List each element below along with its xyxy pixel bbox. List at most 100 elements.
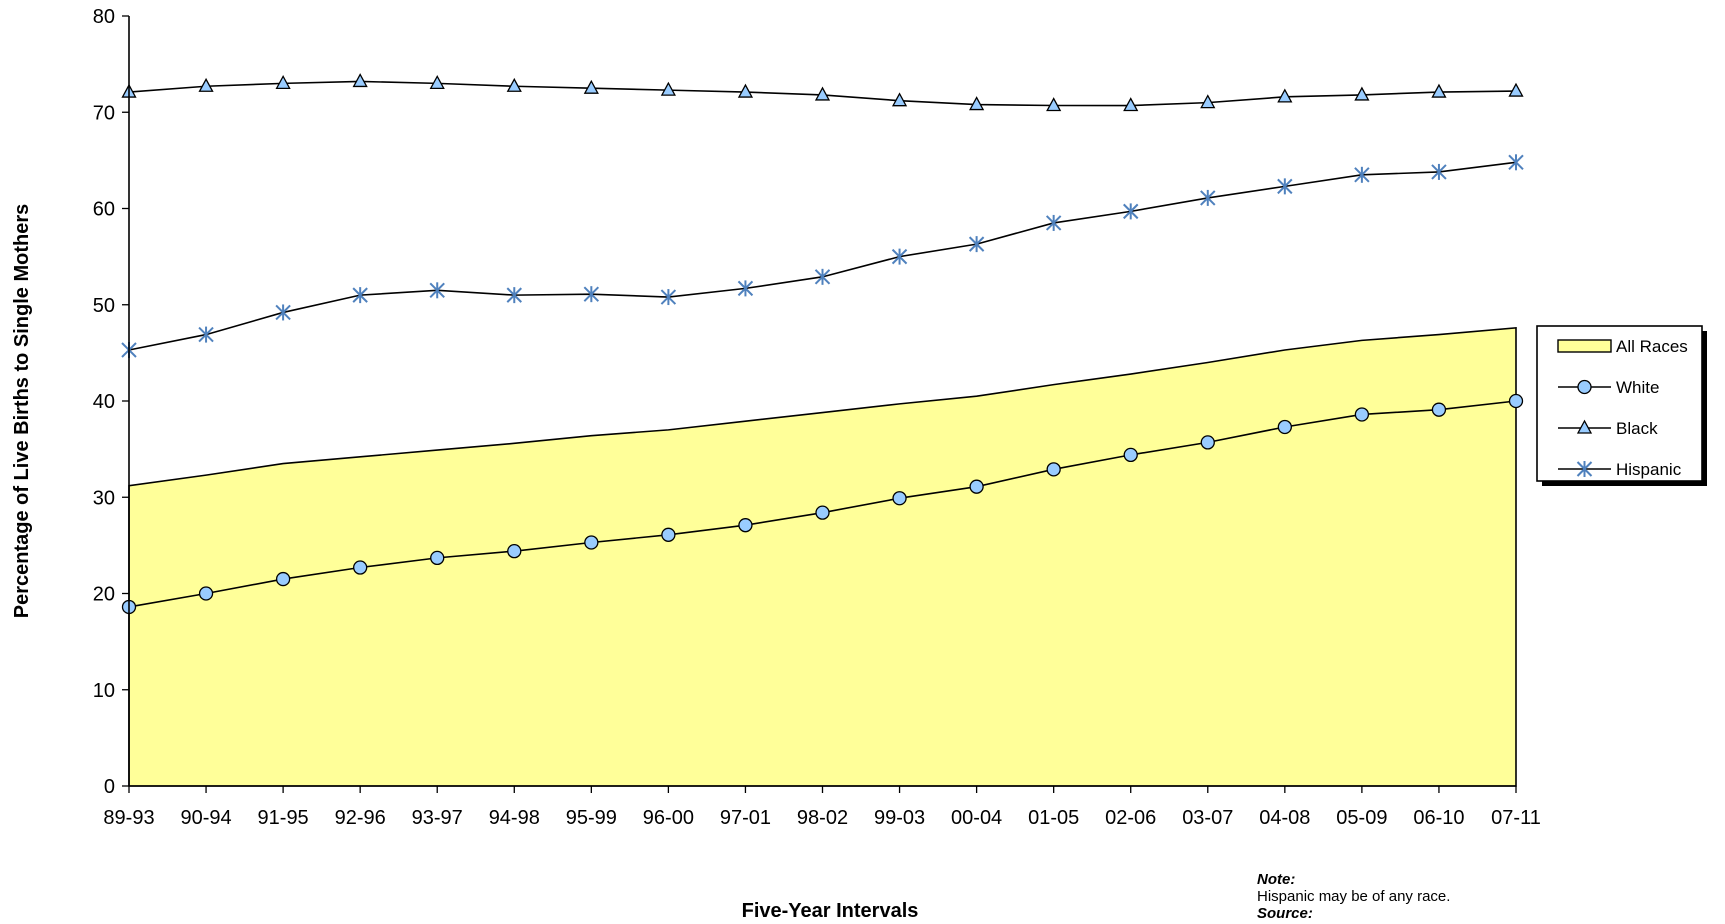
y-tick-label: 50 xyxy=(93,295,115,317)
y-tick-label: 0 xyxy=(104,776,115,798)
white-point xyxy=(1123,447,1138,463)
white-point xyxy=(1508,393,1524,409)
white-point xyxy=(198,586,214,601)
x-tick-label: 92-96 xyxy=(335,807,386,829)
black-point xyxy=(275,75,291,90)
black-point xyxy=(583,79,599,94)
black-point xyxy=(737,83,754,98)
axes: 0 10 20 30 40 50 60 70 80 89-93 90-94 91-95 92-96 93-… xyxy=(93,6,1541,829)
legend-label-hispanic: Hispanic xyxy=(1616,460,1682,479)
hispanic-point xyxy=(198,326,214,343)
hispanic-point xyxy=(891,248,908,265)
y-tick-label: 10 xyxy=(93,680,115,702)
y-tick-label: 70 xyxy=(93,102,115,124)
x-tick-label: 90-94 xyxy=(180,807,231,829)
hispanic-point xyxy=(660,289,677,306)
legend-marker-hispanic xyxy=(1576,461,1593,477)
note-block: Note: Hispanic may be of any race. Sourc… xyxy=(1257,871,1450,922)
hispanic-point xyxy=(506,287,522,304)
black-point xyxy=(1354,86,1370,101)
source-label: Source: xyxy=(1257,905,1313,922)
legend-swatch-all-races xyxy=(1557,339,1612,353)
black-point xyxy=(1277,88,1293,103)
white-point xyxy=(1277,419,1292,435)
x-tick-label: 00-04 xyxy=(951,807,1002,829)
black-point xyxy=(198,77,214,92)
hispanic-point xyxy=(352,287,368,304)
black-point xyxy=(814,86,831,101)
black-point xyxy=(352,73,368,88)
black-point xyxy=(660,81,676,96)
hispanic-point xyxy=(429,282,445,299)
legend: All Races White Black Hispanic xyxy=(1536,325,1707,486)
black-point xyxy=(429,75,445,90)
hispanic-point xyxy=(1508,154,1524,171)
black-point xyxy=(969,96,985,111)
all-races-area xyxy=(128,326,1517,787)
x-tick-label: 07-11 xyxy=(1491,807,1541,829)
hispanic-point xyxy=(1200,189,1216,206)
hispanic-point xyxy=(583,286,600,303)
x-tick-label: 04-08 xyxy=(1259,807,1310,829)
hispanic-line xyxy=(128,161,1517,351)
white-point xyxy=(892,491,907,506)
hispanic-point xyxy=(1123,203,1139,220)
legend-label-all-races: All Races xyxy=(1616,337,1688,356)
y-tick-label: 80 xyxy=(93,6,115,28)
x-tick-label: 06-10 xyxy=(1413,807,1464,829)
x-tick-label: 91-95 xyxy=(258,807,309,829)
legend-marker-white xyxy=(1577,379,1592,395)
y-tick-label: 30 xyxy=(93,487,115,509)
hispanic-point xyxy=(1045,214,1062,231)
x-tick-label: 02-06 xyxy=(1105,807,1156,829)
hispanic-point xyxy=(1354,166,1370,183)
y-axis-title: Percentage of Live Births to Single Moth… xyxy=(11,204,33,619)
x-tick-label: 03-07 xyxy=(1182,807,1233,829)
x-tick-label: 98-02 xyxy=(797,807,848,829)
white-point xyxy=(1046,462,1061,477)
white-point xyxy=(738,518,753,533)
y-tick-label: 20 xyxy=(93,584,115,606)
black-point xyxy=(1431,83,1447,98)
black-point xyxy=(1046,97,1062,112)
note-label: Note: xyxy=(1257,871,1296,888)
x-axis-title: Five-Year Intervals xyxy=(742,900,919,922)
y-tick-label: 60 xyxy=(93,199,115,221)
hispanic-point xyxy=(1277,178,1293,195)
white-point xyxy=(661,527,676,542)
black-point xyxy=(1200,94,1216,109)
black-point xyxy=(506,77,522,92)
x-tick-label: 97-01 xyxy=(720,807,771,829)
white-point xyxy=(1354,407,1370,422)
white-point xyxy=(1200,435,1215,450)
y-tick-label: 40 xyxy=(93,391,115,413)
white-point xyxy=(584,535,599,550)
legend-marker-black xyxy=(1576,419,1593,434)
x-tick-label: 99-03 xyxy=(874,807,925,829)
white-point xyxy=(815,505,830,520)
white-point xyxy=(1431,402,1447,417)
hispanic-point xyxy=(275,304,291,321)
black-point xyxy=(1123,97,1139,112)
x-tick-label: 94-98 xyxy=(489,807,540,829)
hispanic-point xyxy=(1431,163,1447,180)
black-point xyxy=(891,92,908,107)
note-text: Hispanic may be of any race. xyxy=(1257,888,1451,905)
plot-area xyxy=(121,73,1524,787)
x-tick-label: 93-97 xyxy=(412,807,463,829)
white-point xyxy=(275,571,291,587)
white-point xyxy=(430,550,445,566)
hispanic-point xyxy=(814,268,831,285)
x-tick-label: 89-93 xyxy=(103,807,154,829)
white-point xyxy=(353,560,368,575)
legend-label-white: White xyxy=(1616,378,1659,397)
white-point xyxy=(507,544,522,559)
hispanic-point xyxy=(968,236,985,253)
x-tick-label: 95-99 xyxy=(566,807,617,829)
black-point xyxy=(1508,82,1524,97)
x-tick-label: 01-05 xyxy=(1028,807,1079,829)
white-point xyxy=(969,479,984,494)
hispanic-point xyxy=(737,280,754,297)
x-tick-label: 96-00 xyxy=(643,807,694,829)
